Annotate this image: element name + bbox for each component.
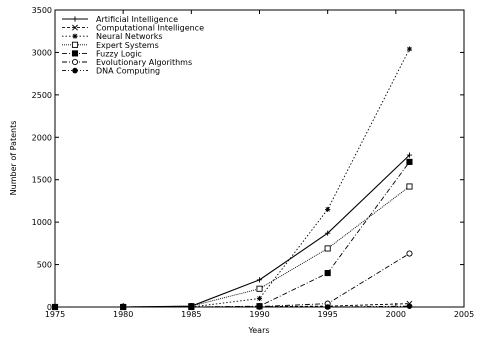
series-point-6 (406, 303, 413, 309)
series-point-3 (256, 285, 263, 292)
series-line-0 (55, 154, 410, 308)
series-point-6 (52, 304, 58, 310)
legend-label: Fuzzy Logic (96, 49, 142, 58)
y-tick-label: 3000 (32, 48, 52, 57)
legend-label: Neural Networks (96, 32, 163, 41)
x-tick-label: 2005 (454, 310, 474, 319)
y-tick-label: 500 (37, 261, 52, 270)
series-point-6 (256, 304, 263, 310)
y-tick-label: 2000 (32, 133, 52, 142)
series-point-0 (256, 277, 263, 283)
x-tick-label: 1990 (249, 310, 269, 319)
axis-ticks: 1975 1980 1985 1990 1995 2000 2005 0 500 1000 1500… (32, 6, 475, 319)
y-tick-label: 1000 (32, 218, 52, 227)
legend-label: Expert Systems (96, 41, 159, 50)
legend-label: Computational Intelligence (96, 24, 204, 33)
legend-swatch-marker (72, 33, 78, 39)
x-tick-label: 2000 (386, 310, 406, 319)
series-point-2 (256, 295, 263, 302)
series-point-0 (325, 230, 331, 236)
legend-swatch-marker (71, 50, 79, 57)
legend-label: Evolutionary Algorithms (96, 58, 192, 67)
x-tick-label: 1975 (45, 310, 65, 319)
series-point-6 (120, 304, 126, 310)
y-tick-label: 2500 (32, 91, 52, 100)
series-markers (51, 46, 413, 311)
series-line-3 (55, 186, 410, 308)
series-point-0 (406, 152, 413, 158)
series-point-5 (406, 250, 413, 257)
legend-label: Artificial Intelligence (96, 15, 178, 24)
y-tick-label: 1500 (32, 176, 52, 185)
legend-swatch-marker (71, 41, 79, 48)
series-point-4 (324, 270, 331, 277)
x-tick-label: 1995 (317, 310, 337, 319)
series-point-3 (406, 183, 413, 190)
series-point-6 (188, 304, 195, 310)
series-line-2 (55, 48, 410, 308)
y-axis-label: Number of Patents (9, 121, 18, 196)
series-line-4 (55, 161, 410, 308)
series-lines (55, 48, 410, 308)
legend-swatch-marker (72, 67, 78, 74)
legend-label: DNA Computing (96, 67, 160, 76)
legend-swatch-marker (72, 16, 78, 22)
legend-swatch-marker (71, 58, 79, 66)
series-line-6 (55, 305, 410, 308)
y-tick-label: 0 (47, 303, 52, 312)
x-tick-label: 1980 (113, 310, 133, 319)
series-point-2 (406, 46, 413, 52)
y-tick-label: 3500 (32, 6, 52, 15)
x-axis-label: Years (247, 326, 269, 335)
series-point-4 (406, 158, 413, 165)
legend-swatch-marker (72, 24, 78, 31)
series-point-6 (324, 304, 331, 310)
series-line-5 (55, 253, 410, 308)
x-tick-label: 1985 (181, 310, 201, 319)
series-point-2 (325, 206, 331, 213)
series-point-3 (324, 245, 331, 252)
